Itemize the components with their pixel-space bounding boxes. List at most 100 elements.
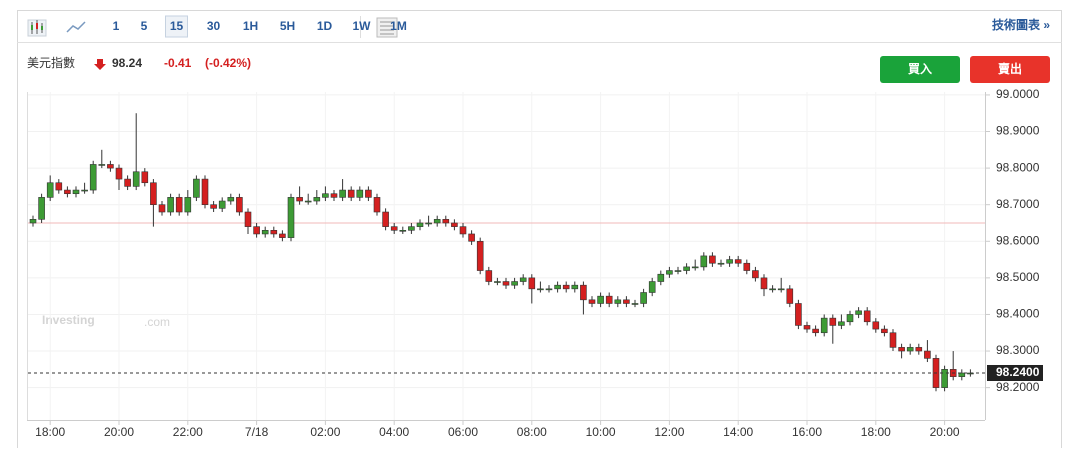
candle-body <box>562 284 570 290</box>
candle-body <box>322 193 329 198</box>
candle-body <box>657 273 665 282</box>
candle-body <box>502 281 510 286</box>
x-tick-label: 06:00 <box>448 425 478 439</box>
interval[interactable]: 1M <box>390 19 407 33</box>
buy-label[interactable]: 買入 <box>908 62 932 76</box>
y-tick-label: 98.5000 <box>996 270 1040 284</box>
candle-body <box>210 204 217 209</box>
candle-body <box>261 230 269 235</box>
instrument-name: 美元指數 <box>27 55 75 70</box>
buy-button[interactable] <box>880 56 960 83</box>
interval[interactable]: 30 <box>207 19 221 33</box>
candle-body <box>416 222 424 227</box>
candle-body <box>227 197 235 202</box>
candle-body <box>98 164 106 166</box>
candle-body <box>459 226 467 235</box>
watermark-suffix: .com <box>144 315 170 329</box>
x-tick-label: 20:00 <box>104 425 134 439</box>
candle-body <box>958 372 966 377</box>
candle-body <box>494 281 501 283</box>
candle-body <box>296 197 303 202</box>
interval[interactable]: 1 <box>113 19 120 33</box>
candle-body <box>519 277 527 282</box>
candle-body <box>528 277 536 290</box>
candle-body <box>605 295 613 304</box>
candle-body <box>898 347 905 352</box>
candle-body <box>743 262 751 271</box>
y-tick-label: 98.2000 <box>996 380 1040 394</box>
candle-body <box>838 321 845 326</box>
candle-body <box>201 178 209 205</box>
candle-body <box>829 317 837 326</box>
candle-body <box>373 197 381 213</box>
x-tick-label: 14:00 <box>723 425 753 439</box>
candle-body <box>236 197 243 213</box>
x-tick-label: 18:00 <box>35 425 65 439</box>
candle-body <box>597 295 604 304</box>
candle-body <box>545 288 553 291</box>
candle-body <box>356 189 364 198</box>
candle-body <box>184 197 192 213</box>
candle-body <box>451 222 458 227</box>
candle-body <box>287 197 295 238</box>
interval[interactable]: 1H <box>243 19 258 33</box>
candle-body <box>691 266 699 269</box>
interval[interactable]: 1W <box>353 19 372 33</box>
candle-body <box>623 299 630 304</box>
candle-body <box>580 284 587 301</box>
sell-button[interactable] <box>970 56 1050 83</box>
candle-body <box>382 211 389 227</box>
candle-body <box>244 211 252 227</box>
candle-body <box>72 189 80 195</box>
candle-body <box>390 226 398 231</box>
candle-icon[interactable] <box>27 19 47 37</box>
candle-body <box>38 197 45 220</box>
candle-body <box>270 230 278 235</box>
candle-body <box>760 277 768 290</box>
plot: 98.2000 98.3000 98.4000 98.5000 98.6000 98.70… <box>28 87 1043 439</box>
candle-body <box>347 189 355 198</box>
price: 98.24 <box>112 56 142 70</box>
candle-body <box>55 182 63 191</box>
line-icon[interactable] <box>66 21 86 33</box>
candle-body <box>46 182 54 198</box>
y-tick-label: 98.7000 <box>996 197 1040 211</box>
technical-chart-link[interactable]: 技術圖表 » <box>992 17 1050 32</box>
x-tick-label: 02:00 <box>310 425 340 439</box>
candle-body <box>752 270 759 279</box>
candle-body <box>648 281 656 293</box>
candle-body <box>769 288 776 291</box>
candle-body <box>941 369 948 388</box>
interval[interactable]: 5H <box>280 19 295 33</box>
candle-body <box>313 197 321 202</box>
candle-body <box>141 171 149 184</box>
candle-body <box>924 350 931 359</box>
y-tick-label: 98.3000 <box>996 343 1040 357</box>
candle-body <box>855 310 862 315</box>
interval[interactable]: 5 <box>141 19 148 33</box>
down-arrow <box>94 59 106 70</box>
change: -0.41 <box>164 56 192 70</box>
candle-body <box>339 189 346 198</box>
candle-body <box>132 171 140 187</box>
candle-body <box>115 167 123 180</box>
interval[interactable]: 15 <box>170 19 184 33</box>
candle-body <box>150 182 157 205</box>
candle-body <box>872 321 880 330</box>
x-tick-label: 04:00 <box>379 425 409 439</box>
candle-body <box>726 259 733 264</box>
interval[interactable]: 1D <box>317 19 333 33</box>
x-tick-label: 7/18 <box>245 425 269 439</box>
candle-body <box>614 299 622 304</box>
candle-body <box>812 328 819 334</box>
x-tick-label: 20:00 <box>930 425 960 439</box>
x-tick-label: 08:00 <box>517 425 547 439</box>
table-icon[interactable] <box>376 17 398 38</box>
candle-body <box>683 266 690 271</box>
candle-body <box>365 189 372 198</box>
candle-body <box>64 189 71 195</box>
sell-label[interactable]: 賣出 <box>997 61 1022 76</box>
candle-body <box>734 259 742 264</box>
candle-body <box>81 189 88 192</box>
candle-body <box>442 219 450 224</box>
